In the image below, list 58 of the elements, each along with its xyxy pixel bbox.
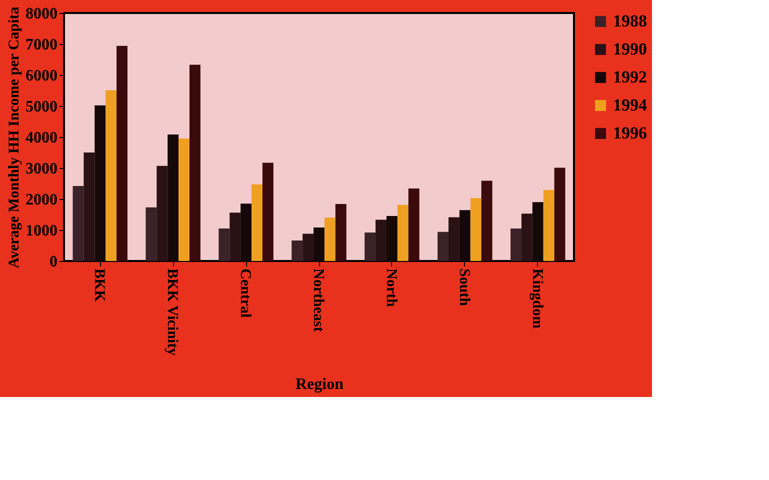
y-tick-label: 2000 xyxy=(26,192,58,208)
bar xyxy=(459,210,470,261)
bar xyxy=(386,216,398,261)
y-tick-label: 7000 xyxy=(26,36,58,54)
legend-label: 1988 xyxy=(613,12,647,30)
bar xyxy=(448,217,460,261)
bar xyxy=(146,207,157,261)
bar xyxy=(324,218,336,261)
y-tick-label: 5000 xyxy=(26,98,58,116)
bar xyxy=(554,168,566,261)
x-axis-title: Region xyxy=(296,376,344,393)
x-tick-label: Kingdom xyxy=(528,268,545,330)
bar xyxy=(230,212,241,261)
y-tick-label: 4000 xyxy=(26,130,58,146)
legend-label: 1996 xyxy=(613,124,647,142)
bar xyxy=(481,180,492,261)
bar xyxy=(178,138,190,261)
bar xyxy=(314,228,324,261)
bar xyxy=(364,232,376,261)
bar xyxy=(106,90,117,261)
y-tick-label: 0 xyxy=(50,254,58,270)
x-tick-label: BKK Vicinity xyxy=(164,268,180,356)
x-tick-label: Central xyxy=(237,268,254,318)
legend-label: 1994 xyxy=(613,96,648,114)
bar xyxy=(116,46,128,261)
bar xyxy=(252,184,262,261)
bar xyxy=(470,198,482,261)
bar xyxy=(94,105,106,261)
y-tick-label: 3000 xyxy=(26,160,58,178)
bar xyxy=(302,234,314,261)
bar xyxy=(376,220,386,261)
x-tick-label: Northeast xyxy=(310,268,326,332)
bar xyxy=(335,204,346,261)
bar xyxy=(262,162,274,261)
y-tick-label: 8000 xyxy=(26,6,58,22)
legend-label: 1992 xyxy=(613,68,647,86)
bar xyxy=(84,152,95,261)
bar xyxy=(521,214,532,261)
bar xyxy=(168,134,179,261)
y-tick-label: 6000 xyxy=(26,68,58,84)
y-tick-label: 1000 xyxy=(26,222,58,240)
bar xyxy=(156,166,168,261)
bar xyxy=(397,204,408,261)
bar xyxy=(240,204,252,261)
bar xyxy=(510,228,522,261)
x-tick-label: North xyxy=(382,268,399,308)
bar xyxy=(532,202,544,261)
bar xyxy=(218,228,230,261)
x-tick-label: South xyxy=(456,268,472,307)
bar xyxy=(72,186,84,261)
x-tick-label: BKK xyxy=(91,268,108,302)
bar xyxy=(543,190,554,261)
bar xyxy=(438,232,449,261)
bar xyxy=(292,240,303,261)
bar xyxy=(408,188,420,261)
legend-label: 1990 xyxy=(613,40,647,58)
y-axis-title: Average Monthly HH Income per Capita xyxy=(6,6,22,268)
bar xyxy=(189,64,200,261)
